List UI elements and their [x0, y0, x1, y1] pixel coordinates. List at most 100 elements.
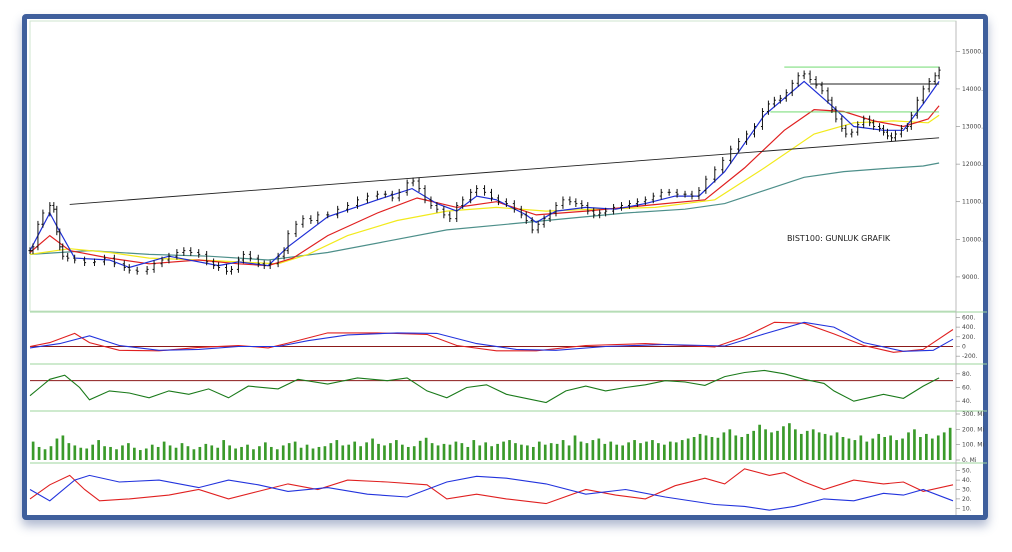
volume-bar: [645, 441, 648, 460]
volume-bar: [293, 441, 297, 460]
volume-bar: [853, 440, 857, 460]
volume-bar: [478, 445, 482, 460]
volume-bar: [746, 433, 750, 460]
volume-bar: [406, 446, 410, 460]
volume-bar: [925, 433, 928, 460]
volume-bar: [246, 444, 249, 460]
volume-bar: [561, 440, 565, 460]
volume-bar: [311, 448, 315, 460]
y-tick-label: 100. Mi: [962, 442, 984, 449]
y-tick-label: 40.: [962, 477, 972, 484]
volume-bar: [829, 435, 833, 460]
volume-bar: [103, 446, 106, 460]
volume-bar: [555, 443, 559, 460]
volume-bar: [168, 445, 172, 460]
volume-bar: [97, 440, 100, 460]
trend-line: [69, 137, 940, 205]
volume-bar: [299, 447, 303, 460]
volume-bar: [115, 449, 118, 460]
volume-bar: [127, 443, 130, 460]
volume-bar: [567, 445, 571, 460]
y-tick-label: 10.: [962, 505, 972, 512]
volume-bar: [883, 437, 887, 460]
indicator-line: [29, 321, 954, 352]
volume-bar: [204, 443, 208, 460]
volume-bar: [329, 443, 333, 460]
volume-bar: [609, 441, 613, 460]
indicator-line: [29, 369, 940, 404]
volume-bar: [61, 435, 65, 460]
volume-bar: [240, 446, 243, 460]
volume-bar: [133, 447, 136, 460]
y-tick-label: 40.: [962, 398, 972, 405]
volume-bar: [776, 430, 779, 460]
volume-bar: [412, 446, 416, 460]
volume-bar: [817, 432, 821, 460]
indicator-line: [29, 474, 954, 511]
volume-bar: [585, 443, 589, 460]
volume-bar: [424, 437, 428, 460]
volume-bar: [662, 444, 666, 460]
volume-bar: [692, 437, 696, 460]
volume-bar: [621, 445, 624, 460]
volume-bar: [442, 443, 446, 460]
volume-bar: [365, 442, 368, 460]
volume-bar: [591, 440, 595, 460]
volume-bar: [436, 445, 440, 460]
volume-bar: [192, 449, 196, 460]
volume-bar: [657, 443, 660, 460]
volume-bar: [484, 442, 488, 460]
volume-bar: [85, 448, 89, 460]
volume-bar: [919, 437, 922, 460]
volume-bar: [901, 438, 904, 460]
volume-bar: [269, 446, 273, 460]
chart-canvas: 15000. 14000. 13000. 12000. 11000. 10000. 9000…: [28, 20, 987, 515]
volume-bar: [287, 443, 291, 460]
ema-long-line: [29, 162, 940, 261]
y-tick-label: 0. Mi: [962, 457, 977, 464]
volume-bar: [651, 440, 654, 460]
y-tick-label: 400.: [962, 324, 975, 331]
volume-bar: [79, 447, 83, 460]
volume-bar: [531, 446, 535, 460]
volume-bar: [847, 438, 851, 460]
volume-bar: [150, 444, 154, 460]
volume-bar: [639, 443, 642, 460]
ema-fast-line: [29, 80, 940, 269]
volume-bar: [740, 437, 744, 460]
volume-bar: [758, 424, 761, 460]
y-tick-label: 50.: [962, 468, 972, 475]
volume-bar: [281, 445, 285, 460]
volume-bar: [633, 440, 636, 460]
volume-bar: [877, 433, 881, 460]
volume-bar: [942, 432, 946, 460]
volume-bar: [698, 433, 702, 460]
volume-bar: [454, 441, 458, 460]
volume-bar: [543, 444, 547, 460]
y-tick-label: 200.: [962, 334, 975, 341]
volume-bar: [31, 441, 35, 460]
volume-bar: [186, 446, 190, 460]
volume-bar: [174, 447, 178, 460]
volume-bar: [686, 438, 690, 460]
volume-bar: [448, 444, 452, 460]
volume-bar: [716, 437, 720, 460]
volume-bar: [704, 435, 708, 460]
volume-bar: [305, 444, 309, 460]
volume-bar: [514, 443, 517, 460]
volume-bar: [67, 443, 71, 460]
volume-bar: [460, 443, 464, 460]
volume-bar: [144, 448, 148, 460]
volume-bar: [841, 437, 845, 460]
volume-bar: [418, 440, 422, 460]
chart-title: BIST100: GUNLUK GRAFIK: [787, 234, 891, 243]
volume-bar: [228, 445, 231, 460]
volume-bar: [680, 440, 684, 460]
volume-bar: [930, 438, 934, 460]
y-tick-label: 0: [962, 343, 966, 350]
volume-bar: [138, 450, 142, 460]
volume-bar: [73, 445, 77, 460]
volume-bar: [627, 442, 630, 460]
y-tick-label: 9000.: [962, 274, 979, 281]
volume-bar: [782, 426, 785, 460]
